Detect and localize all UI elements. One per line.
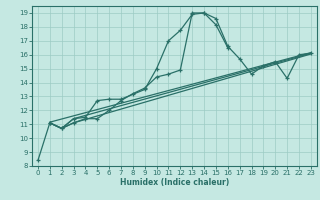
X-axis label: Humidex (Indice chaleur): Humidex (Indice chaleur) xyxy=(120,178,229,187)
